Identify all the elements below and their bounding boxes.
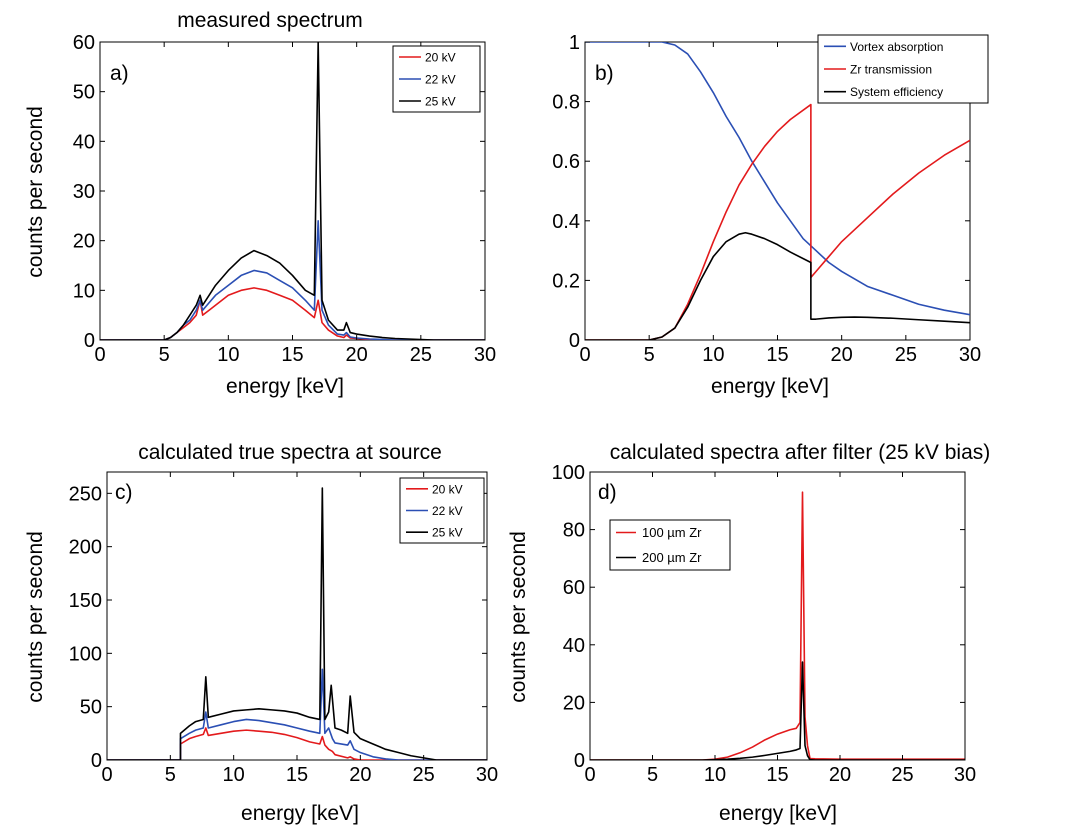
panel-c-legend-entry: 20 kV — [432, 482, 463, 496]
panel-d-series-2-line — [590, 661, 965, 760]
panel-b-legend-entry: Vortex absorption — [850, 40, 943, 54]
panel-b-xlabel: energy [keV] — [711, 375, 829, 398]
panel-d-ytick-label: 80 — [563, 520, 585, 542]
panel-b-series-3-line — [585, 231, 970, 340]
panel-a-legend-entry: 25 kV — [425, 95, 456, 109]
panel-c-ytick-label: 100 — [69, 643, 102, 665]
panel-a-series-2-line — [100, 220, 485, 340]
panel-b-series-1-line — [585, 42, 970, 316]
panel-a-ytick-label: 50 — [73, 82, 95, 104]
panel-c-title: calculated true spectra at source — [138, 441, 442, 464]
panel-c-xtick-label: 10 — [223, 764, 245, 786]
panel-d-xtick-label: 10 — [704, 764, 726, 786]
panel-c-series-3-line — [107, 487, 487, 760]
panel-a-ytick-label: 40 — [73, 131, 95, 153]
panel-c-ytick-label: 150 — [69, 590, 102, 612]
panel-c-legend-entry: 25 kV — [432, 526, 463, 540]
panel-a-series-3-line — [100, 42, 485, 340]
panel-a-ytick-label: 20 — [73, 231, 95, 253]
panel-b-ytick-label: 1 — [569, 32, 580, 54]
panel-b-xtick-label: 10 — [702, 344, 724, 366]
panel-b-legend-entry: Zr transmission — [850, 63, 932, 77]
panel-b-label: b) — [595, 62, 614, 85]
panel-c-ytick-label: 0 — [91, 750, 102, 772]
panel-a-xtick-label: 15 — [281, 344, 303, 366]
panel-c: calculated true spectra at source c) ene… — [24, 441, 498, 825]
panel-b-legend-entry: System efficiency — [850, 85, 943, 99]
panel-d-xtick-label: 30 — [954, 764, 976, 786]
panel-d-xtick-label: 0 — [584, 764, 595, 786]
panel-b-xtick-label: 0 — [579, 344, 590, 366]
panel-b-legend — [817, 34, 989, 104]
panel-d-xtick-label: 25 — [891, 764, 913, 786]
panel-a-legend-entry: 20 kV — [425, 51, 456, 65]
panel-d-title: calculated spectra after filter (25 kV b… — [610, 441, 991, 464]
panel-b-series-2-line — [585, 103, 970, 340]
panel-a-ytick-label: 60 — [73, 32, 95, 54]
panel-c-ytick-label: 50 — [80, 697, 102, 719]
panel-d-legend — [609, 519, 731, 571]
panel-d-ytick-label: 60 — [563, 577, 585, 599]
panel-a-legend-entry: 22 kV — [425, 73, 456, 87]
panel-b-ytick-label: 0.4 — [552, 211, 580, 233]
panel-c-xlabel: energy [keV] — [241, 802, 359, 825]
panel-d-series-1-line — [590, 491, 965, 760]
panel-a-series-1-line — [100, 287, 485, 340]
panel-b: b) energy [keV] 0 5 10 15 20 25 30 0 0.2 0.4 0.6 0.… — [552, 32, 989, 398]
panel-a-xtick-label: 10 — [217, 344, 239, 366]
panel-c-series-2-line — [107, 668, 487, 760]
panel-c-ytick-label: 250 — [69, 483, 102, 505]
panel-a-ylabel: counts per second — [24, 106, 47, 278]
panel-c-xtick-label: 25 — [413, 764, 435, 786]
panel-b-ytick-label: 0 — [569, 330, 580, 352]
panel-d-label: d) — [598, 481, 617, 504]
panel-d-legend-entry: 200 µm Zr — [642, 550, 702, 565]
panel-c-xtick-label: 5 — [165, 764, 176, 786]
panel-c-label: c) — [115, 481, 133, 504]
panel-d-xtick-label: 5 — [647, 764, 658, 786]
panel-c-series-1-line — [107, 727, 487, 760]
panel-d-ytick-label: 20 — [563, 692, 585, 714]
panel-a-label: a) — [110, 62, 129, 85]
panel-b-ytick-label: 0.8 — [552, 92, 580, 114]
panel-b-ytick-label: 0.2 — [552, 270, 580, 292]
panel-d-ytick-label: 40 — [563, 635, 585, 657]
panel-a-ytick-label: 0 — [84, 330, 95, 352]
panel-d-ytick-label: 0 — [574, 750, 585, 772]
panel-d-xtick-label: 15 — [766, 764, 788, 786]
panel-d-plot-frame — [589, 471, 966, 761]
panel-d-ytick-label: 100 — [552, 462, 585, 484]
panel-c-xtick-label: 30 — [476, 764, 498, 786]
panel-c-legend-entry: 22 kV — [432, 504, 463, 518]
panel-a-xtick-label: 0 — [94, 344, 105, 366]
panel-c-xtick-label: 15 — [286, 764, 308, 786]
panel-d-xlabel: energy [keV] — [719, 802, 837, 825]
panel-b-ytick-label: 0.6 — [552, 151, 580, 173]
panel-d-legend-entry: 100 µm Zr — [642, 525, 702, 540]
panel-a-ytick-label: 30 — [73, 181, 95, 203]
panel-d: calculated spectra after filter (25 kV b… — [507, 441, 990, 825]
panel-b-xtick-label: 5 — [644, 344, 655, 366]
panel-a-xtick-label: 25 — [410, 344, 432, 366]
panel-b-xtick-label: 25 — [895, 344, 917, 366]
panel-a-xtick-label: 20 — [346, 344, 368, 366]
panel-a-ytick-label: 10 — [73, 280, 95, 302]
panel-b-xtick-label: 20 — [831, 344, 853, 366]
panel-d-xtick-label: 20 — [829, 764, 851, 786]
panel-d-ylabel: counts per second — [507, 531, 530, 703]
panel-c-ytick-label: 200 — [69, 537, 102, 559]
panel-a-xtick-label: 5 — [159, 344, 170, 366]
panel-a-xlabel: energy [keV] — [226, 375, 344, 398]
panel-a-xtick-label: 30 — [474, 344, 496, 366]
panel-c-xtick-label: 20 — [349, 764, 371, 786]
panel-b-xtick-label: 30 — [959, 344, 981, 366]
panel-c-xtick-label: 0 — [101, 764, 112, 786]
panel-c-ylabel: counts per second — [24, 531, 47, 703]
panel-a: measured spectrum a) energy [keV] counts… — [24, 9, 496, 398]
panel-b-xtick-label: 15 — [766, 344, 788, 366]
panel-a-title: measured spectrum — [177, 9, 363, 32]
